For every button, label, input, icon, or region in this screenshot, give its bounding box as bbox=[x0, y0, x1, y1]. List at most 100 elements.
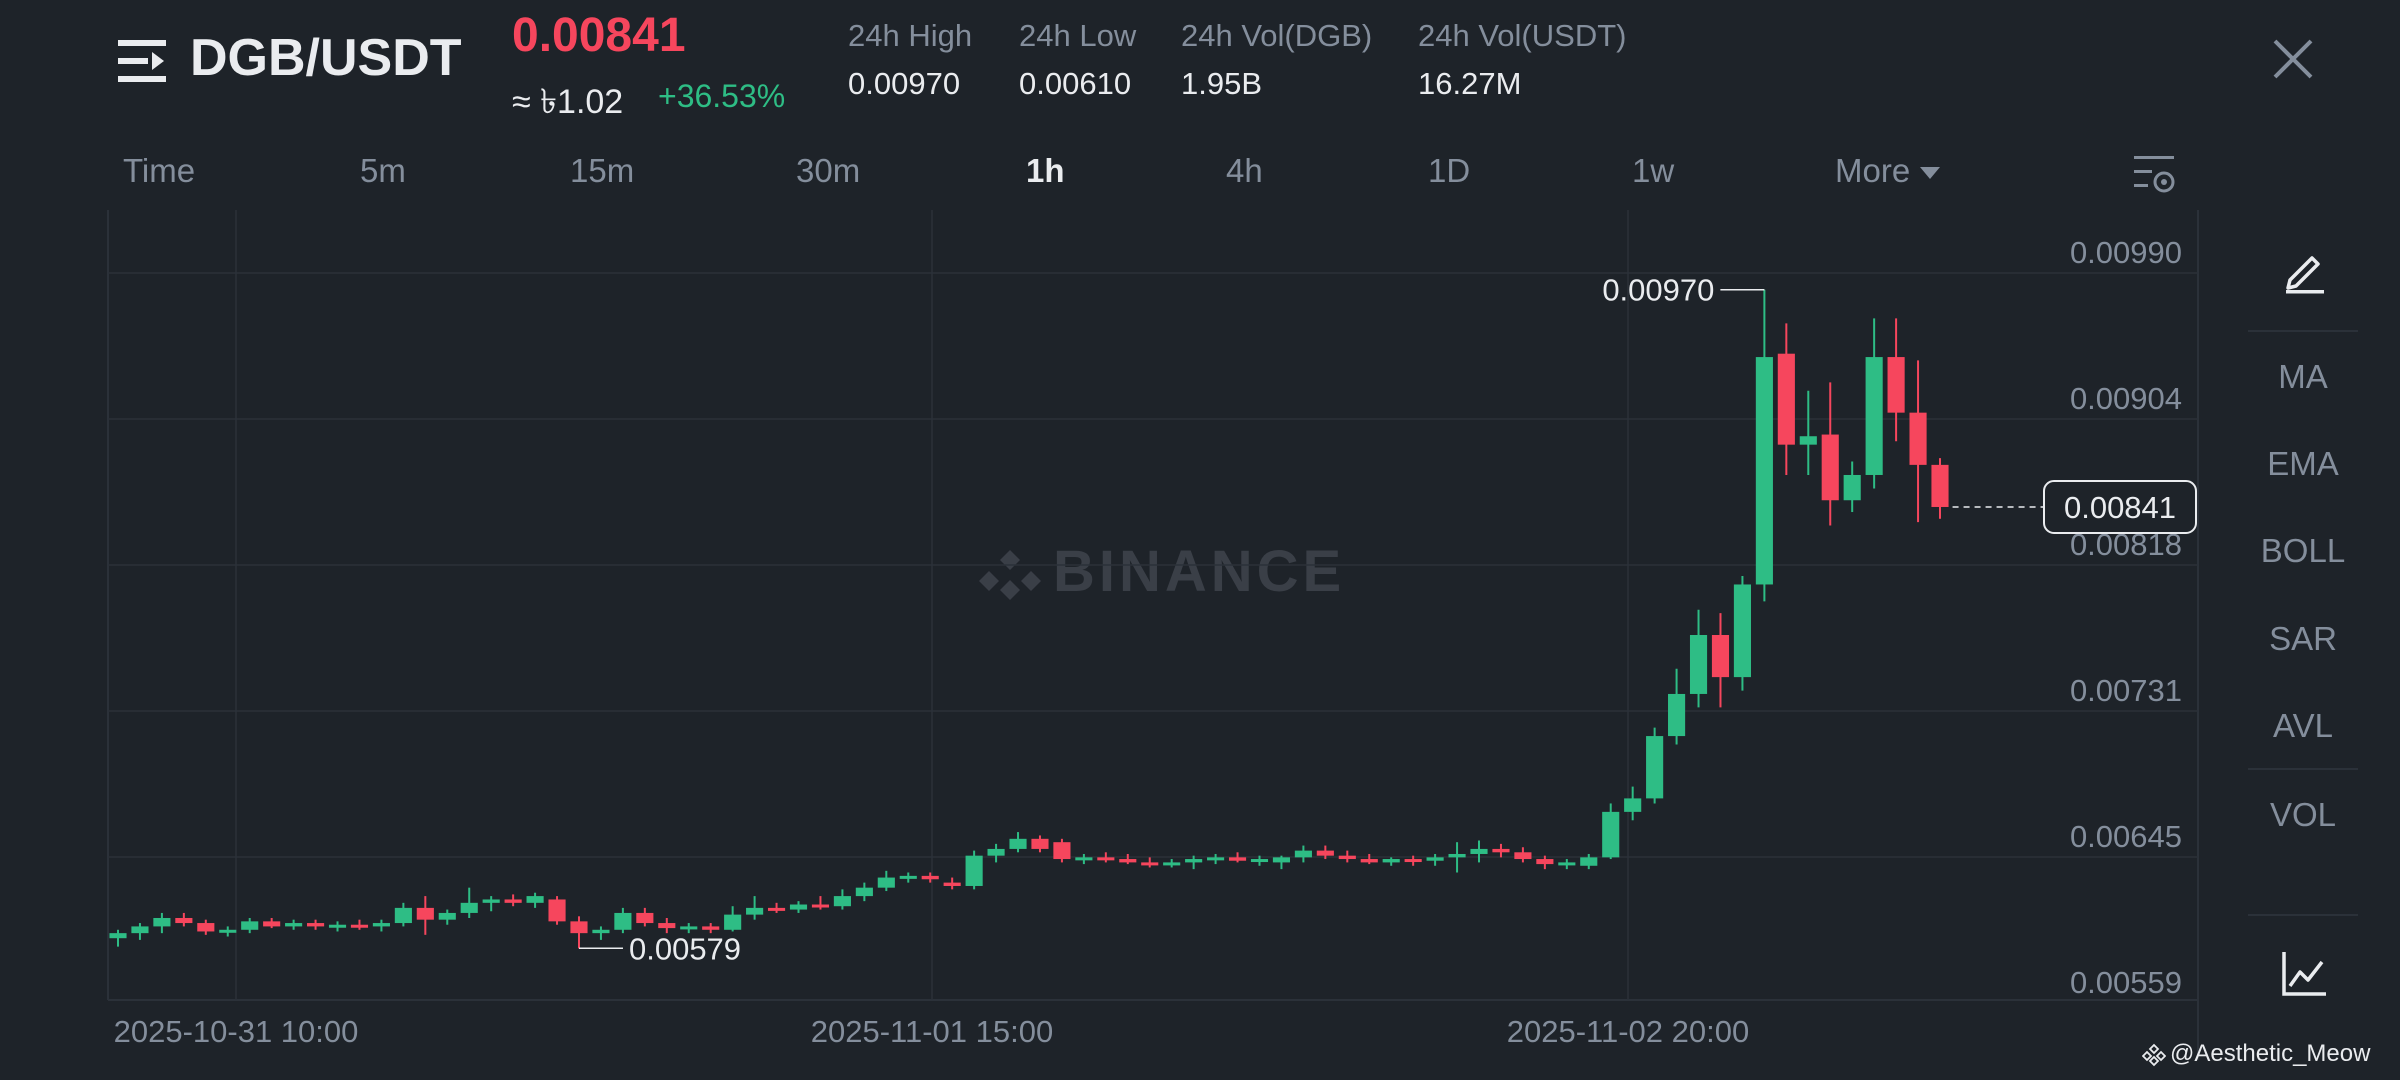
x-axis-tick-label: 2025-11-02 20:00 bbox=[1507, 1014, 1749, 1049]
candle-body-up bbox=[789, 904, 808, 910]
indicator-ema[interactable]: EMA bbox=[2267, 445, 2339, 482]
candle-body-up bbox=[1668, 693, 1686, 737]
tab-1h[interactable]: 1h bbox=[1026, 152, 1065, 189]
candle-body-down bbox=[504, 899, 522, 903]
candle-body-down bbox=[1316, 850, 1334, 856]
tab-30m[interactable]: 30m bbox=[796, 152, 861, 189]
indicator-boll[interactable]: BOLL bbox=[2260, 532, 2346, 569]
candle-body-up bbox=[1448, 853, 1466, 858]
candle-body-up bbox=[372, 923, 390, 927]
trading-pair[interactable]: DGB/USDT bbox=[190, 29, 462, 87]
candle-body-down bbox=[350, 924, 369, 928]
toolbar-divider bbox=[2248, 914, 2358, 916]
candle-body-up bbox=[1799, 436, 1817, 445]
stat-24h-high-value: 0.00970 bbox=[848, 66, 961, 101]
candle-body-up bbox=[438, 912, 456, 920]
candle-body-up bbox=[877, 877, 895, 888]
candle-body-up bbox=[328, 924, 347, 928]
indicator-ma[interactable]: MA bbox=[2278, 358, 2328, 395]
candle-body-down bbox=[1360, 859, 1378, 863]
candle-body-up bbox=[219, 929, 237, 933]
stat-24h-vol-base-value: 1.95B bbox=[1181, 66, 1263, 101]
x-axis-tick-label: 2025-10-31 10:00 bbox=[114, 1014, 359, 1049]
candle-body-down bbox=[197, 923, 215, 932]
tab-15m[interactable]: 15m bbox=[570, 152, 635, 189]
candle-body-down bbox=[570, 921, 588, 934]
indicator-avl[interactable]: AVL bbox=[2273, 707, 2333, 744]
candle-body-down bbox=[767, 907, 786, 911]
candle-body-up bbox=[1558, 862, 1576, 866]
fiat-price: ≈ ৳1.02 bbox=[512, 83, 624, 121]
candle-body-down bbox=[1514, 852, 1532, 860]
candle-body-down bbox=[1821, 434, 1839, 501]
user-watermark: @Aesthetic_Meow bbox=[2141, 1040, 2371, 1068]
drawing-tool-icon[interactable] bbox=[2280, 246, 2328, 294]
candle-body-up bbox=[1602, 811, 1620, 858]
candle-body-up bbox=[1733, 584, 1751, 678]
candle-body-down bbox=[307, 923, 325, 927]
chart-settings-icon[interactable] bbox=[2132, 150, 2178, 196]
stat-24h-vol-quote-label: 24h Vol(USDT) bbox=[1418, 18, 1627, 53]
candle-body-down bbox=[943, 882, 961, 886]
candle-body-up bbox=[1755, 357, 1773, 585]
stat-24h-vol-quote-value: 16.27M bbox=[1418, 66, 1522, 101]
user-watermark-text: @Aesthetic_Meow bbox=[2170, 1040, 2371, 1067]
binance-watermark: BINANCE bbox=[975, 538, 1345, 606]
tab-more[interactable]: More bbox=[1835, 152, 1941, 190]
y-axis-tick-label: 0.00731 bbox=[2070, 673, 2182, 708]
candle-body-down bbox=[1711, 635, 1730, 678]
candle-body-up bbox=[899, 875, 917, 879]
candle-body-up bbox=[1272, 857, 1291, 863]
high-marker-label: 0.00970 bbox=[1602, 273, 1714, 308]
stat-24h-vol-base-label: 24h Vol(DGB) bbox=[1181, 18, 1373, 53]
candle-body-down bbox=[416, 907, 434, 920]
chart-type-icon[interactable] bbox=[2280, 950, 2328, 998]
y-axis-tick-label: 0.00904 bbox=[2070, 381, 2182, 416]
candle-body-up bbox=[241, 921, 259, 930]
x-axis-tick-label: 2025-11-01 15:00 bbox=[811, 1014, 1053, 1049]
candle-body-up bbox=[482, 899, 500, 903]
candle-body-up bbox=[153, 917, 171, 927]
y-axis-tick-label: 0.00645 bbox=[2070, 819, 2182, 854]
candle-body-up bbox=[592, 929, 610, 934]
tab-1d[interactable]: 1D bbox=[1428, 152, 1471, 189]
candle-body-up bbox=[746, 907, 764, 915]
last-price: 0.00841 bbox=[512, 9, 686, 62]
candle-body-up bbox=[1207, 857, 1225, 861]
y-axis-tick-label: 0.00559 bbox=[2070, 965, 2182, 1000]
indicator-sar[interactable]: SAR bbox=[2269, 620, 2337, 657]
candle-body-up bbox=[1689, 635, 1708, 694]
y-axis-tick-label: 0.00990 bbox=[2070, 235, 2182, 270]
candle-body-up bbox=[724, 914, 742, 930]
candle-body-down bbox=[263, 921, 281, 927]
candle-body-down bbox=[1887, 357, 1905, 413]
close-icon[interactable] bbox=[2272, 38, 2314, 80]
candle-body-up bbox=[1843, 474, 1861, 501]
tab-time[interactable]: Time bbox=[123, 152, 196, 189]
candle-body-up bbox=[1624, 798, 1642, 812]
toolbar-divider bbox=[2248, 768, 2358, 770]
candle-body-down bbox=[1141, 862, 1159, 866]
candle-body-up bbox=[1009, 838, 1027, 849]
tab-1w[interactable]: 1w bbox=[1632, 152, 1675, 189]
candle-body-up bbox=[1865, 357, 1883, 475]
candle-body-up bbox=[1163, 862, 1181, 866]
candle-body-down bbox=[658, 923, 676, 929]
candle-body-up bbox=[460, 902, 478, 913]
candle-body-down bbox=[636, 912, 654, 924]
candle-body-down bbox=[702, 926, 720, 930]
candle-body-up bbox=[855, 887, 873, 897]
tab-4h[interactable]: 4h bbox=[1226, 152, 1263, 189]
candle-body-down bbox=[1404, 859, 1422, 863]
indicator-vol[interactable]: VOL bbox=[2269, 796, 2337, 833]
candle-body-down bbox=[811, 904, 830, 908]
tab-5m[interactable]: 5m bbox=[360, 152, 406, 189]
stat-24h-low-label: 24h Low bbox=[1019, 18, 1137, 53]
menu-icon[interactable] bbox=[118, 38, 170, 84]
candle-body-down bbox=[1536, 859, 1554, 865]
binance-logo-icon bbox=[979, 549, 1041, 600]
toolbar-divider bbox=[2248, 330, 2358, 332]
price-change-percent: +36.53% bbox=[658, 78, 786, 114]
candle-body-up bbox=[131, 926, 149, 934]
